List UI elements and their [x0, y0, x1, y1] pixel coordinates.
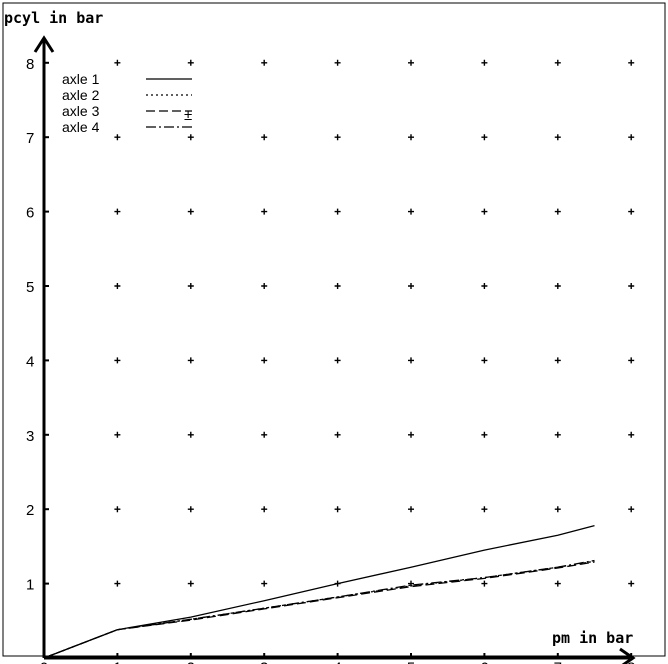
series-line-axle-3: [43, 561, 595, 659]
y-axis-arrow: [33, 35, 55, 53]
series-line-axle-1: [43, 524, 595, 659]
grid-marker: [554, 59, 561, 66]
legend-label: axle 1: [62, 71, 100, 87]
grid-marker: [628, 580, 635, 587]
legend-label: axle 2: [62, 87, 100, 103]
y-tick-label: 5: [26, 279, 34, 296]
grid-marker: [628, 59, 635, 66]
grid-marker: [114, 580, 121, 587]
grid-marker: [187, 580, 194, 587]
y-tick-label: 6: [26, 205, 34, 222]
grid-marker: [334, 431, 341, 438]
x-tick-label: 6: [480, 659, 488, 664]
grid-marker: [187, 506, 194, 513]
grid-marker: [261, 506, 268, 513]
ticks-layer: 1 2 3 4 5 6 7 8 0 1 2 3 4 5 6 7 8: [26, 56, 635, 664]
grid-marker: [114, 283, 121, 289]
x-axis-label: pm in bar: [552, 629, 633, 647]
grid-marker: [554, 431, 561, 438]
grid-marker: [628, 506, 635, 513]
legend-label: axle 4: [62, 119, 100, 135]
grid-marker: [554, 283, 561, 289]
grid-marker: [628, 357, 635, 364]
grid-marker: [261, 431, 268, 438]
grid-marker: [114, 134, 121, 141]
grid-marker: [408, 431, 414, 438]
grid-marker: [261, 580, 268, 587]
y-tick-label: 3: [26, 428, 34, 445]
grid-marker: [261, 357, 268, 364]
grid-marker: [481, 208, 488, 215]
grid-marker: [334, 208, 341, 215]
grid-marker: [408, 283, 414, 289]
grid-marker: [261, 283, 268, 289]
grid-marker: [481, 506, 488, 513]
grid-marker: [408, 357, 414, 364]
grid-marker: [334, 283, 341, 289]
grid-marker: [481, 283, 488, 289]
x-tick-label: 0: [40, 659, 48, 664]
y-tick-label: 7: [26, 130, 34, 147]
series-layer: [43, 524, 595, 659]
grid-marker: [334, 506, 341, 513]
x-tick-label: 3: [260, 659, 268, 664]
y-tick-label: 1: [26, 577, 34, 594]
grid-marker: [554, 580, 561, 587]
x-tick-label: 2: [187, 659, 195, 664]
x-tick-label: 7: [554, 659, 562, 664]
x-tick-label: 5: [407, 659, 415, 664]
x-tick-label: 4: [333, 659, 341, 664]
grid-marker: [114, 506, 121, 513]
series-line-axle-4: [43, 559, 595, 659]
grid-marker: [187, 208, 194, 215]
grid-marker: [187, 134, 194, 141]
grid-marker: [554, 208, 561, 215]
grid-marker: [408, 134, 414, 141]
grid-marker: [481, 431, 488, 438]
grid-marker: [481, 134, 488, 141]
y-tick-label: 8: [26, 56, 34, 73]
grid-marker: [187, 431, 194, 438]
y-axis-label: pcyl in bar: [4, 9, 103, 27]
x-tick-label: 8: [627, 659, 635, 664]
grid-marker: [334, 59, 341, 66]
grid-marker: [628, 208, 635, 215]
grid-marker: [481, 59, 488, 66]
grid-marker: [114, 357, 121, 364]
grid-marker: [628, 431, 635, 438]
grid-marker: [261, 134, 268, 141]
grid-marker: [408, 208, 414, 215]
grid-marker: [554, 357, 561, 364]
grid-marker: [187, 283, 194, 289]
grid-marker: [334, 357, 341, 364]
grid-marker: [628, 134, 635, 141]
y-tick-label: 4: [26, 353, 34, 370]
grid-marker: [628, 283, 635, 289]
y-tick-label: 2: [26, 502, 34, 519]
grid-marker: [187, 357, 194, 364]
grid-marker: [554, 506, 561, 513]
grid-marker: [481, 580, 488, 587]
x-axis-arrow: [619, 647, 636, 664]
grid-marker: [114, 431, 121, 438]
grid-marker: [114, 59, 121, 66]
grid-marker: [408, 59, 414, 66]
x-tick-label: 1: [113, 659, 121, 664]
grid-marker: [261, 208, 268, 215]
grid-marker: [554, 134, 561, 141]
grid-marker: [408, 506, 414, 513]
grid-layer: [114, 59, 635, 587]
legend-label: axle 3: [62, 103, 100, 119]
grid-marker: [114, 208, 121, 215]
legend-plusminus-mark: ±: [184, 107, 192, 124]
grid-marker: [481, 357, 488, 364]
grid-marker: [334, 134, 341, 141]
grid-marker: [187, 59, 194, 66]
grid-marker: [261, 59, 268, 66]
